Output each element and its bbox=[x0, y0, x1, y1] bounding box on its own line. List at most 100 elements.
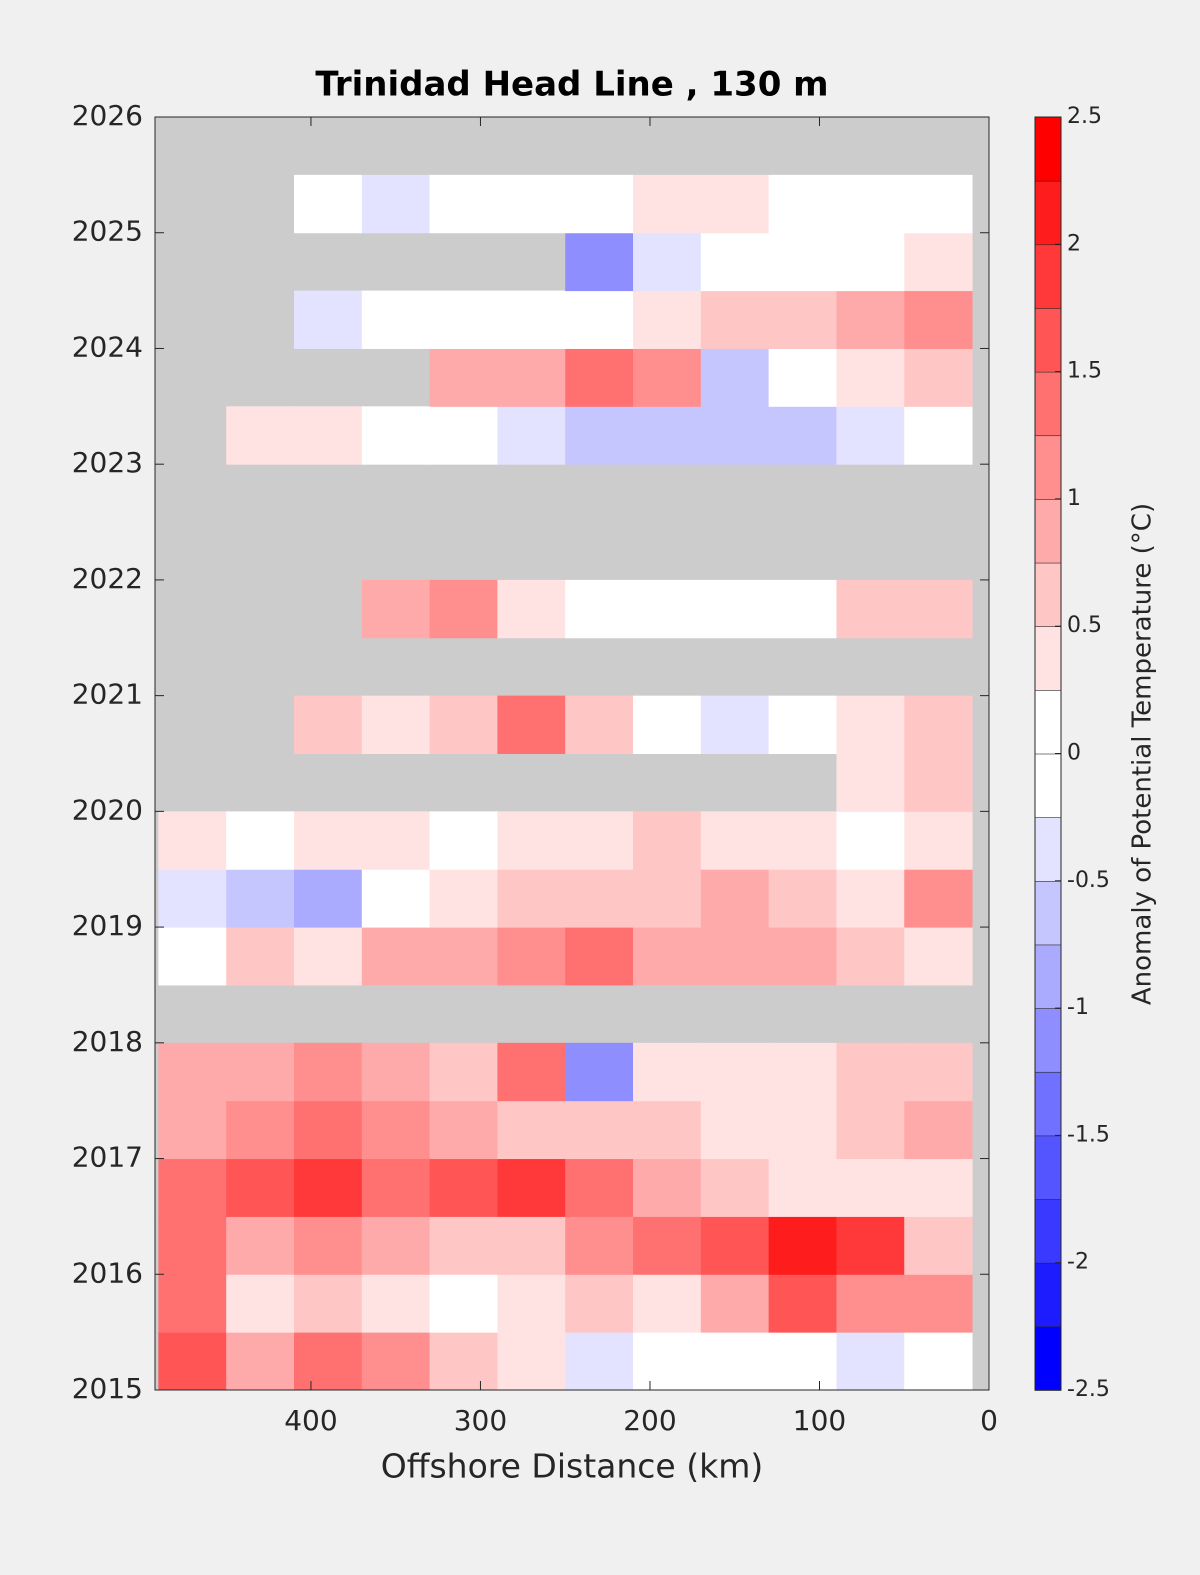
contour-cell bbox=[565, 1100, 634, 1160]
contour-cell bbox=[294, 290, 363, 349]
plot-frame bbox=[154, 116, 990, 1391]
colorbar-band bbox=[1034, 371, 1062, 437]
x-tick-label: 0 bbox=[980, 1404, 998, 1437]
contour-cell bbox=[904, 1216, 973, 1275]
contour-cell bbox=[158, 1216, 227, 1275]
contour-cell bbox=[836, 1216, 905, 1275]
colorbar-band bbox=[1034, 307, 1062, 373]
contour-cell bbox=[904, 695, 973, 754]
contour-cell bbox=[158, 1158, 227, 1217]
contour-cell bbox=[565, 290, 634, 349]
contour-cell bbox=[836, 811, 905, 870]
contour-cell bbox=[429, 579, 498, 639]
contour-cell bbox=[226, 869, 295, 928]
contour-cell bbox=[904, 1042, 973, 1102]
contour-cell bbox=[633, 406, 702, 465]
contour-cell bbox=[294, 869, 363, 928]
colorbar-band bbox=[1034, 1135, 1062, 1200]
contour-cell bbox=[565, 1042, 634, 1102]
contour-cell bbox=[836, 753, 905, 812]
contour-cell bbox=[158, 1332, 227, 1391]
contour-cell bbox=[768, 695, 837, 754]
contour-cell bbox=[361, 579, 431, 639]
contour-cell bbox=[700, 1274, 770, 1333]
contour-cell bbox=[633, 1216, 702, 1275]
contour-cell bbox=[497, 869, 566, 928]
contour-cell bbox=[836, 869, 905, 928]
contour-cell bbox=[700, 927, 770, 986]
colorbar-label: Anomaly of Potential Temperature (°C) bbox=[1128, 503, 1158, 1005]
contour-cell bbox=[158, 811, 227, 870]
colorbar-tick-label: 0.5 bbox=[1067, 613, 1102, 638]
contour-cell bbox=[836, 406, 905, 465]
contour-cell bbox=[836, 1042, 905, 1102]
colorbar-band bbox=[1034, 816, 1062, 882]
contour-cell bbox=[497, 406, 566, 465]
contour-cell bbox=[700, 1100, 770, 1160]
contour-cell bbox=[633, 1100, 702, 1160]
contour-cell bbox=[836, 290, 905, 349]
contour-cell bbox=[836, 1274, 905, 1333]
contour-cell bbox=[429, 1274, 498, 1333]
contour-cell bbox=[700, 1216, 770, 1275]
contour-cell bbox=[497, 579, 566, 639]
contour-cell bbox=[429, 695, 498, 754]
y-tick-label: 2023 bbox=[72, 446, 143, 479]
contour-cell bbox=[768, 1332, 837, 1391]
y-tick-label: 2026 bbox=[72, 99, 143, 132]
contour-cell bbox=[226, 1332, 295, 1391]
contour-cell bbox=[700, 290, 770, 349]
colorbar-tick-label: -2 bbox=[1067, 1250, 1089, 1275]
contour-cell bbox=[768, 1042, 837, 1102]
contour-cell bbox=[294, 695, 363, 754]
colorbar-band bbox=[1034, 244, 1062, 309]
contour-cell bbox=[158, 869, 227, 928]
contour-cell bbox=[836, 232, 905, 292]
contour-cell bbox=[836, 927, 905, 986]
colorbar-tick-label: -2.5 bbox=[1067, 1377, 1110, 1402]
contour-cell bbox=[294, 1100, 363, 1160]
contour-cell bbox=[565, 869, 634, 928]
contour-cell bbox=[633, 1332, 702, 1391]
contour-cell bbox=[768, 927, 837, 986]
contour-cell bbox=[768, 406, 837, 465]
contour-cell bbox=[497, 811, 566, 870]
colorbar-band bbox=[1034, 1198, 1062, 1264]
contour-cell bbox=[700, 232, 770, 292]
contour-cell bbox=[361, 1274, 431, 1333]
contour-cell bbox=[429, 927, 498, 986]
y-tick-label: 2020 bbox=[72, 793, 143, 826]
contour-cell bbox=[565, 348, 634, 407]
contour-cell bbox=[836, 348, 905, 407]
x-tick-label: 400 bbox=[284, 1404, 337, 1437]
x-tick-label: 200 bbox=[623, 1404, 676, 1437]
contour-cell bbox=[361, 695, 431, 754]
colorbar-band bbox=[1034, 562, 1062, 627]
contour-cell bbox=[700, 174, 770, 234]
contour-cell bbox=[633, 927, 702, 986]
contour-cell bbox=[904, 232, 973, 292]
contour-cell bbox=[904, 579, 973, 639]
contour-cell bbox=[158, 1274, 227, 1333]
colorbar-band bbox=[1034, 1326, 1062, 1391]
colorbar-tick-label: 2.5 bbox=[1067, 104, 1102, 129]
contour-cell bbox=[904, 811, 973, 870]
contour-cell bbox=[836, 1100, 905, 1160]
contour-cell bbox=[158, 1042, 227, 1102]
contour-cell bbox=[633, 695, 702, 754]
colorbar-band bbox=[1034, 689, 1062, 755]
contour-cell bbox=[904, 869, 973, 928]
contour-cell bbox=[768, 869, 837, 928]
contour-cell bbox=[633, 579, 702, 639]
contour-cell bbox=[429, 1158, 498, 1217]
contour-cell bbox=[294, 1216, 363, 1275]
contour-cell bbox=[904, 348, 973, 407]
contour-cell bbox=[361, 1332, 431, 1391]
contour-cell bbox=[904, 1274, 973, 1333]
contour-cell bbox=[836, 1158, 905, 1217]
contour-cell bbox=[497, 1274, 566, 1333]
contour-cell bbox=[633, 1042, 702, 1102]
colorbar-tick-label: 1.5 bbox=[1067, 359, 1102, 384]
contour-cell bbox=[700, 869, 770, 928]
contour-cell bbox=[429, 174, 498, 234]
